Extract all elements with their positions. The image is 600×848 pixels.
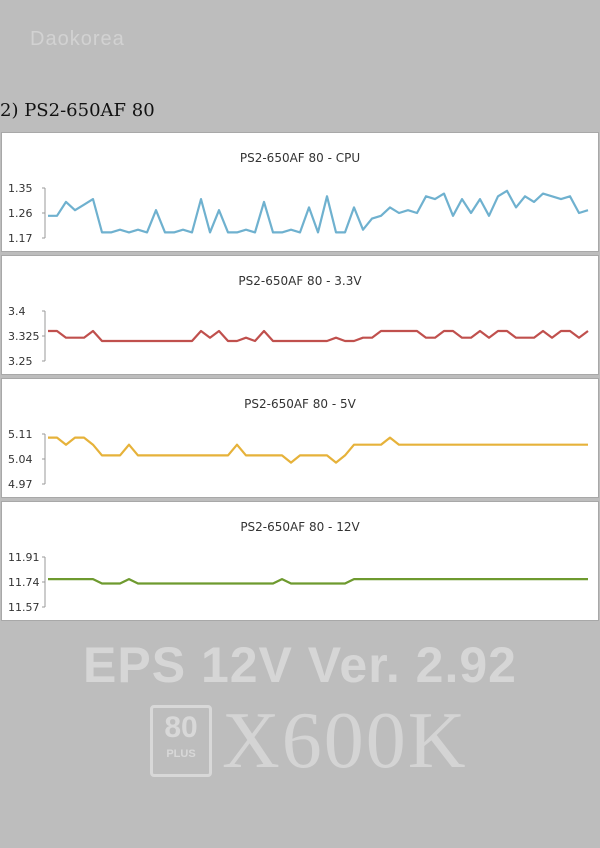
brand-watermark: EPS 12V Ver. 2.92 80 PLUS X600K: [0, 630, 600, 848]
y-tick-label: 1.26: [8, 207, 33, 220]
chart-panel-3v3: PS2-650AF 80 - 3.3V 3.4 3.325 3.25: [1, 255, 599, 375]
y-tick-label: 11.74: [8, 576, 40, 589]
eps-spec-text: EPS 12V Ver. 2.92: [83, 637, 517, 693]
y-tick-label: 5.11: [8, 428, 33, 441]
line-chart-cpu: 1.35 1.26 1.17: [8, 182, 589, 245]
plus-word: PLUS: [166, 748, 196, 760]
y-tick-label: 3.4: [8, 305, 26, 318]
y-tick-label: 11.91: [8, 551, 40, 564]
model-name: X600K: [222, 697, 468, 785]
line-chart-3v3: 3.4 3.325 3.25: [8, 305, 589, 368]
y-tick-label: 1.17: [8, 232, 33, 245]
series-line: [48, 329, 589, 343]
80-plus-logo: 80 PLUS: [150, 705, 212, 777]
line-chart-12v: 11.91 11.74 11.57: [8, 551, 588, 614]
series-line: [48, 189, 589, 234]
series-line: [48, 577, 588, 585]
watermark-logo: Daokorea: [30, 28, 125, 50]
plus-number: 80: [164, 711, 198, 744]
line-chart-5v: 5.11 5.04 4.97: [8, 428, 588, 491]
y-tick-label: 5.04: [8, 453, 33, 466]
chart-panel-5v: PS2-650AF 80 - 5V 5.11 5.04 4.97: [1, 378, 599, 498]
y-tick-label: 4.97: [8, 478, 33, 491]
y-tick-label: 1.35: [8, 182, 33, 195]
y-tick-label: 3.25: [8, 355, 33, 368]
chart-title: PS2-650AF 80 - 3.3V: [238, 274, 362, 288]
charts-container: PS2-650AF 80 - CPU 1.35 1.26 1.17 PS2-650A…: [1, 132, 599, 624]
chart-title: PS2-650AF 80 - CPU: [239, 151, 361, 165]
y-tick-label: 3.325: [8, 330, 40, 343]
chart-title: PS2-650AF 80 - 5V: [244, 397, 356, 411]
chart-title: PS2-650AF 80 - 12V: [240, 520, 360, 534]
chart-panel-cpu: PS2-650AF 80 - CPU 1.35 1.26 1.17: [1, 132, 599, 252]
chart-panel-12v: PS2-650AF 80 - 12V 11.91 11.74 11.57: [1, 501, 599, 621]
series-line: [48, 436, 588, 464]
y-tick-label: 11.57: [8, 601, 40, 614]
section-heading: 2) PS2-650AF 80: [0, 100, 155, 121]
